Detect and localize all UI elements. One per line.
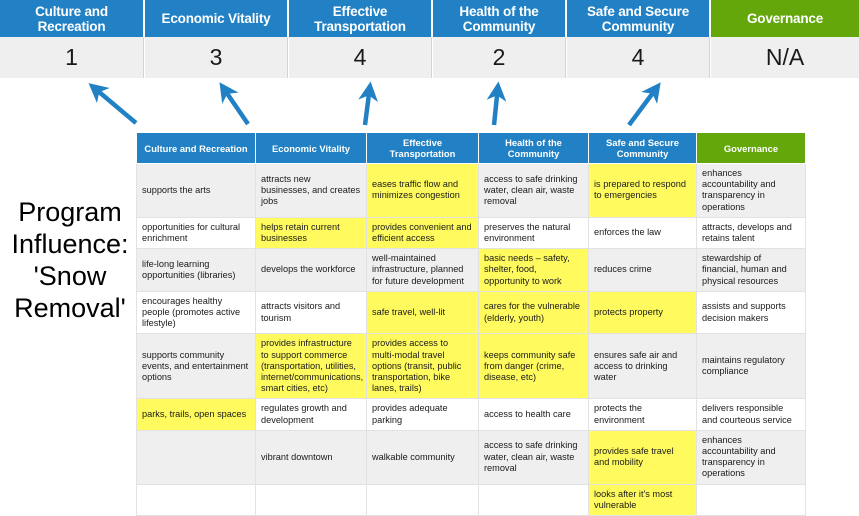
matrix-cell: helps retain current businesses [255,216,367,250]
matrix-cell: assists and supports decision makers [696,290,806,335]
matrix-cell: provides access to multi-modal travel op… [366,333,479,400]
matrix-cell: access to safe drinking water, clean air… [478,429,589,485]
matrix-cell: delivers responsible and courteous servi… [696,398,806,431]
matrix-header-governance: Governance [696,132,806,164]
matrix-cell: reduces crime [588,248,697,292]
matrix-row: vibrant downtown walkable community access… [136,429,806,485]
matrix-cell: provides infrastructure to support comme… [255,333,367,400]
matrix-header-health-of-the-community: Health of the Community [478,132,589,164]
matrix-cell-empty [255,483,367,516]
caption-line-4: Removal' [14,293,126,323]
arrow-connector-group [88,81,661,127]
matrix-cell: encourages healthy people (promotes acti… [136,290,256,335]
scorecard-header-label: Culture and Recreation [0,0,143,37]
matrix-cell: well-maintained infrastructure, planned … [366,248,479,292]
matrix-cell: develops the workforce [255,248,367,292]
matrix-row: life-long learning opportunities (librar… [136,248,806,292]
matrix-row: encourages healthy people (promotes acti… [136,290,806,335]
scorecard-column-effective-transportation[interactable]: Effective Transportation 4 [289,0,433,78]
scorecard-header-label: Effective Transportation [289,0,431,37]
scorecard-value: N/A [711,37,859,78]
matrix-header-row: Culture and Recreation Economic Vitality… [136,132,806,164]
matrix-row: supports the arts attracts new businesses… [136,163,806,218]
matrix-cell: maintains regulatory compliance [696,333,806,400]
caption-line-3: 'Snow [33,261,107,291]
program-influence-caption: Program Influence: 'Snow Removal' [6,196,134,324]
matrix-cell: walkable community [366,429,479,485]
matrix-header-culture-and-recreation: Culture and Recreation [136,132,256,164]
matrix-header-effective-transportation: Effective Transportation [366,132,479,164]
matrix-cell: protects property [588,290,697,335]
matrix-body: supports the arts attracts new businesses… [136,163,806,516]
matrix-cell: attracts visitors and tourism [255,290,367,335]
matrix-cell: stewardship of financial, human and phys… [696,248,806,292]
scorecard-header-label: Governance [711,0,859,37]
matrix-cell: access to safe drinking water, clean air… [478,163,589,218]
influence-matrix-table: Culture and Recreation Economic Vitality… [136,132,806,516]
scorecard-value: 2 [433,37,566,78]
scorecard-header-label: Health of the Community [433,0,565,37]
matrix-cell: access to health care [478,398,589,431]
matrix-cell: provides convenient and efficient access [366,216,479,250]
matrix-cell-empty [696,483,806,516]
matrix-cell: life-long learning opportunities (librar… [136,248,256,292]
matrix-header-safe-and-secure-community: Safe and Secure Community [588,132,697,164]
scorecard-column-governance[interactable]: Governance N/A [711,0,859,78]
scorecard-column-health-of-the-community[interactable]: Health of the Community 2 [433,0,567,78]
matrix-cell: enhances accountability and transparency… [696,429,806,485]
arrow-icon-economic-vitality [219,82,250,126]
matrix-cell: protects the environment [588,398,697,431]
matrix-cell: keeps community safe from danger (crime,… [478,333,589,400]
matrix-cell: opportunities for cultural enrichment [136,216,256,250]
matrix-cell-empty [478,483,589,516]
arrow-icon-effective-transportation [358,81,378,126]
scorecard-value: 3 [145,37,288,78]
matrix-cell: regulates growth and development [255,398,367,431]
arrow-icon-culture-and-recreation [88,83,138,125]
matrix-cell: basic needs – safety, shelter, food, opp… [478,248,589,292]
scorecard-value: 4 [289,37,432,78]
matrix-cell-empty [366,483,479,516]
arrow-icon-health-of-the-community [486,81,507,126]
scorecard-value: 4 [567,37,710,78]
matrix-row: supports community events, and entertain… [136,333,806,400]
matrix-cell: preserves the natural environment [478,216,589,250]
matrix-cell: supports the arts [136,163,256,218]
matrix-cell: ensures safe air and access to drinking … [588,333,697,400]
matrix-cell: supports community events, and entertain… [136,333,256,400]
caption-line-2: Influence: [11,229,129,259]
matrix-cell: enforces the law [588,216,697,250]
scorecard-value: 1 [0,37,144,78]
matrix-cell: attracts, develops and retains talent [696,216,806,250]
matrix-row: looks after it's most vulnerable [136,483,806,516]
matrix-cell: vibrant downtown [255,429,367,485]
scorecard-header-label: Economic Vitality [145,0,287,37]
matrix-row: parks, trails, open spaces regulates grow… [136,398,806,431]
matrix-cell: attracts new businesses, and creates job… [255,163,367,218]
matrix-row: opportunities for cultural enrichment hel… [136,216,806,250]
matrix-cell: enhances accountability and transparency… [696,163,806,218]
matrix-cell: looks after it's most vulnerable [588,483,697,516]
scorecard-header-label: Safe and Secure Community [567,0,709,37]
matrix-header-economic-vitality: Economic Vitality [255,132,367,164]
matrix-cell: provides adequate parking [366,398,479,431]
scorecard-strip: Culture and Recreation 1 Economic Vitali… [0,0,859,78]
arrow-icon-safe-and-secure-community [627,82,661,127]
matrix-cell: eases traffic flow and minimizes congest… [366,163,479,218]
matrix-cell-empty [136,483,256,516]
matrix-cell: parks, trails, open spaces [136,398,256,431]
matrix-cell: cares for the vulnerable (elderly, youth… [478,290,589,335]
matrix-cell-empty [136,429,256,485]
scorecard-column-culture-and-recreation[interactable]: Culture and Recreation 1 [0,0,145,78]
scorecard-column-economic-vitality[interactable]: Economic Vitality 3 [145,0,289,78]
matrix-cell: is prepared to respond to emergencies [588,163,697,218]
matrix-cell: provides safe travel and mobility [588,429,697,485]
scorecard-column-safe-and-secure-community[interactable]: Safe and Secure Community 4 [567,0,711,78]
matrix-cell: safe travel, well-lit [366,290,479,335]
caption-line-1: Program [18,197,122,227]
